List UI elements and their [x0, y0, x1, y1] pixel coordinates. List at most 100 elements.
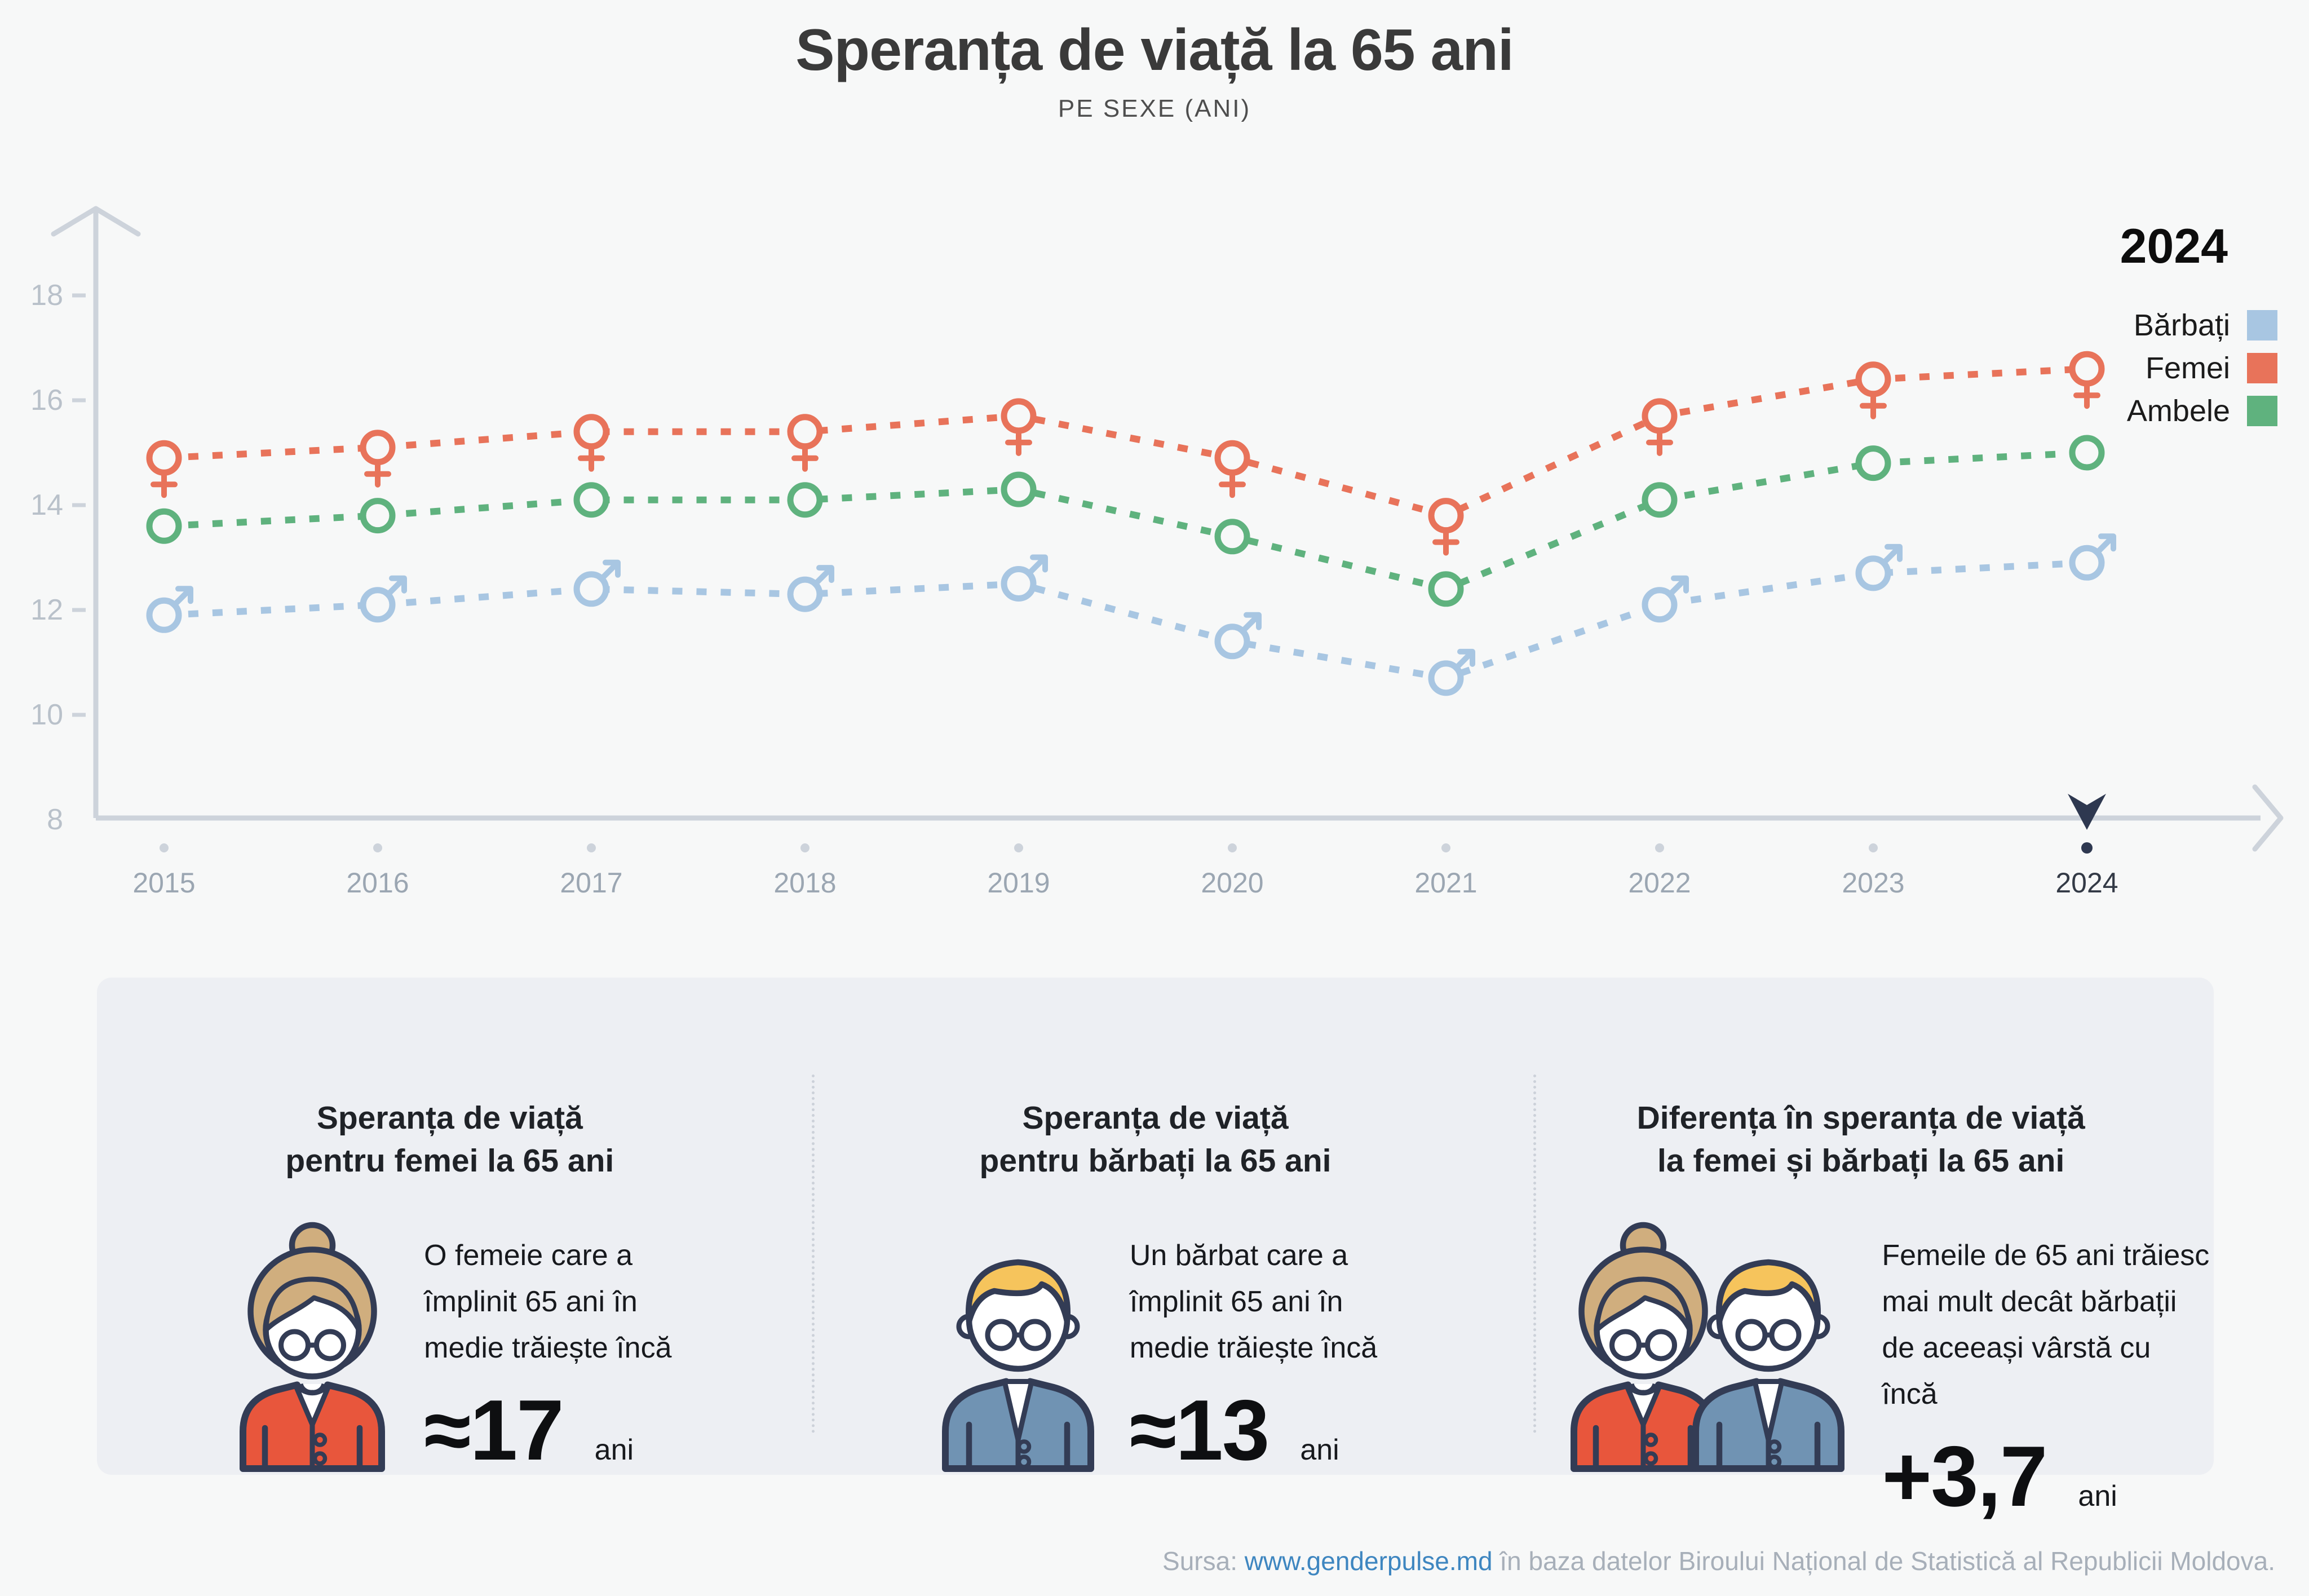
marker-bărbați-2023: [1855, 555, 1891, 591]
year-label-2016[interactable]: 2016: [346, 867, 409, 899]
year-label-2018[interactable]: 2018: [773, 867, 836, 899]
card-men-life-expectancy: Speranța de viață pentru bărbați la 65 a…: [803, 978, 1509, 1478]
year-dot-2017: [587, 843, 596, 852]
marker-femei-2018: [787, 414, 823, 450]
marker-bărbați-2016: [360, 587, 396, 623]
marker-ambele-2018: [787, 482, 823, 518]
marker-bărbați-2017: [573, 571, 609, 607]
card-divider-2: [1533, 1075, 1536, 1433]
marker-bărbați-2022-male-icon: [1667, 575, 1689, 598]
marker-bărbați-2020: [1214, 624, 1250, 660]
year-dot-2018: [800, 843, 810, 852]
marker-bărbați-2023-male-icon: [1881, 543, 1903, 566]
marker-bărbați-2018: [787, 576, 823, 612]
marker-femei-2021: [1428, 498, 1464, 534]
marker-bărbați-2021-male-icon: [1453, 648, 1475, 671]
year-label-2023[interactable]: 2023: [1842, 867, 1904, 899]
year-dot-2015: [160, 843, 169, 852]
marker-femei-2023: [1855, 361, 1891, 397]
card-gender-gap: Diferența în speranța de viață la femei …: [1508, 978, 2214, 1524]
marker-ambele-2024: [2069, 435, 2105, 471]
series-line-bărbați: [163, 559, 2087, 682]
year-label-2022[interactable]: 2022: [1628, 867, 1691, 899]
marker-femei-2016: [360, 430, 396, 466]
elderly-woman-icon: [228, 1218, 397, 1475]
women-years-unit: ani: [594, 1434, 634, 1467]
marker-ambele-2015: [146, 508, 182, 544]
year-label-2015[interactable]: 2015: [132, 867, 195, 899]
gap-years-unit: ani: [2078, 1480, 2117, 1513]
marker-femei-2019: [1001, 398, 1037, 434]
legend-item-ambele[interactable]: Ambele: [1962, 390, 2277, 432]
year-dot-2020: [1228, 843, 1237, 852]
marker-ambele-2021: [1428, 571, 1464, 607]
x-axis-arrow-icon: [2252, 784, 2284, 852]
marker-bărbați-2019-male-icon: [1026, 554, 1048, 577]
year-dot-2016: [373, 843, 382, 852]
source-prefix: Sursa:: [1162, 1546, 1237, 1576]
legend-item-barbati[interactable]: Bărbați: [1962, 304, 2277, 347]
card-divider-1: [812, 1075, 815, 1433]
marker-ambele-2017: [573, 482, 609, 518]
year-label-2020[interactable]: 2020: [1201, 867, 1263, 899]
y-tick-label-10: 10: [30, 698, 63, 731]
marker-femei-2024-female-icon: [2073, 381, 2100, 409]
marker-femei-2019-female-icon: [1005, 427, 1032, 456]
y-tick-label-18: 18: [30, 279, 63, 312]
marker-femei-2017-female-icon: [578, 443, 605, 472]
series-line-femei: [163, 365, 2087, 519]
legend-swatch-ambele-icon: [2247, 396, 2277, 426]
marker-bărbați-2019: [1001, 566, 1037, 602]
legend-label-femei: Femei: [2145, 351, 2230, 385]
legend-label-ambele: Ambele: [2126, 394, 2230, 428]
marker-bărbați-2022: [1642, 587, 1678, 623]
year-dot-2024: [2081, 842, 2093, 854]
marker-ambele-2019: [1001, 471, 1037, 507]
y-tick-label-12: 12: [30, 594, 63, 626]
marker-bărbați-2024: [2069, 545, 2105, 581]
men-years-unit: ani: [1300, 1434, 1339, 1467]
marker-femei-2018-female-icon: [791, 443, 819, 472]
women-years-value: ≈17: [424, 1382, 564, 1479]
marker-ambele-2023: [1855, 445, 1891, 481]
marker-bărbați-2015: [146, 597, 182, 633]
marker-bărbați-2018-male-icon: [812, 565, 834, 587]
y-axis-arrow-icon: [51, 206, 141, 237]
card-women-life-expectancy: Speranța de viață pentru femei la 65 ani…: [97, 978, 803, 1478]
marker-femei-2020-female-icon: [1219, 470, 1246, 498]
card-title: Speranța de viață pentru bărbați la 65 a…: [979, 1100, 1332, 1179]
year-label-2024[interactable]: 2024: [2055, 867, 2118, 899]
marker-bărbați-2016-male-icon: [385, 575, 407, 598]
marker-bărbați-2017-male-icon: [599, 559, 621, 582]
marker-femei-2022-female-icon: [1646, 427, 1673, 456]
page-subtitle: PE SEXE (ANI): [1058, 95, 1251, 122]
year-dot-2022: [1655, 843, 1664, 852]
legend-selected-year: 2024: [2120, 219, 2228, 273]
year-label-2019[interactable]: 2019: [987, 867, 1050, 899]
marker-femei-2022: [1642, 398, 1678, 434]
line-chart: 8 10 12 14 16 18 2015 2016 2017 2018 2019 2020 2021 2…: [30, 206, 2284, 899]
marker-ambele-2016: [360, 498, 396, 534]
legend-item-femei[interactable]: Femei: [1962, 347, 2277, 390]
elderly-woman-and-man-icon: [1559, 1218, 1855, 1473]
legend-label-barbati: Bărbați: [2133, 308, 2230, 342]
page-title: Speranța de viață la 65 ani: [795, 17, 1514, 83]
marker-femei-2015-female-icon: [151, 470, 178, 498]
y-tick-label-16: 16: [30, 384, 63, 417]
marker-femei-2021-female-icon: [1432, 527, 1459, 556]
year-label-2017[interactable]: 2017: [560, 867, 622, 899]
source-link[interactable]: www.genderpulse.md: [1244, 1546, 1493, 1576]
marker-bărbați-2024-male-icon: [2094, 533, 2116, 556]
year-dot-2019: [1014, 843, 1023, 852]
y-tick-label-8: 8: [47, 803, 63, 836]
card-title: Speranța de viață pentru femei la 65 ani: [285, 1100, 614, 1179]
elderly-man-icon: [934, 1218, 1103, 1475]
year-dot-2023: [1869, 843, 1878, 852]
marker-ambele-2020: [1214, 519, 1250, 555]
marker-bărbați-2021: [1428, 660, 1464, 696]
card-title: Diferența în speranța de viață la femei …: [1636, 1100, 2085, 1179]
year-label-2021[interactable]: 2021: [1414, 867, 1477, 899]
gap-years-value: +3,7: [1882, 1429, 2047, 1525]
selected-year-pointer-icon[interactable]: [2068, 794, 2106, 830]
source-line: Sursa: www.genderpulse.md în baza datelo…: [1162, 1546, 2275, 1576]
